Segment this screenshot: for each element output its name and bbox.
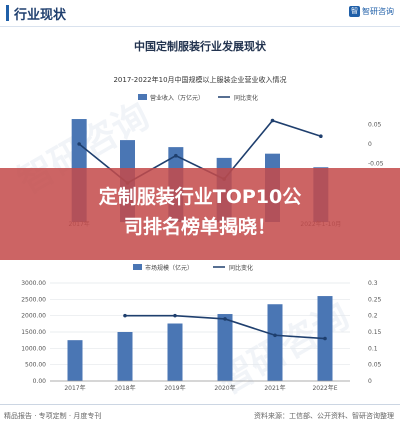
left-axis-tick: 2500.00 <box>21 296 46 303</box>
right-axis-tick: 0.05 <box>368 362 382 369</box>
right-axis-tick: 0 <box>368 141 372 148</box>
right-axis-tick: 0.15 <box>368 329 382 336</box>
header-accent <box>6 5 9 21</box>
left-axis-tick: 1500.00 <box>21 329 46 336</box>
page-title: 行业现状 <box>14 8 67 23</box>
legend-label-revenue: 营业收入（万亿元） <box>150 94 204 102</box>
left-axis-tick: 2000.00 <box>21 313 46 320</box>
legend-label-yoy-2: 同比变化 <box>229 264 253 272</box>
banner-headline: 定制服装行业TOP10公 司排名榜单揭晓！ <box>10 182 390 242</box>
x-tick-label: 2017年 <box>64 384 85 392</box>
left-axis-tick: 3000.00 <box>21 280 46 287</box>
legend-label-yoy: 同比变化 <box>234 94 258 102</box>
bar-market-3 <box>167 323 183 381</box>
footer-left: 精品报告 · 专项定制 · 月度专刊 <box>4 412 102 420</box>
brand-logo-icon: 智 <box>349 6 360 17</box>
right-axis-tick: 0 <box>368 378 372 385</box>
brand: 智智研咨询 <box>349 6 394 17</box>
point-yoy-bottom-5 <box>323 336 327 341</box>
chart-title: 2017-2022年10月中国规模以上服装企业营业收入情况 <box>113 76 287 84</box>
banner-line-1: 定制服装行业TOP10公 <box>98 186 302 208</box>
section-title: 中国定制服装行业发展现状 <box>134 40 266 53</box>
x-tick-label: 2022年E <box>312 384 337 392</box>
legend-label-market: 市场规模（亿元） <box>145 264 193 272</box>
banner-line-2: 司排名榜单揭晓！ <box>123 216 276 238</box>
x-tick-label: 2018年 <box>114 384 135 392</box>
bar-market-2 <box>117 332 133 381</box>
right-axis-tick: 0.05 <box>368 122 382 129</box>
header-bar: 行业现状 智智研咨询 <box>0 0 400 27</box>
x-tick-label: 2020年 <box>214 384 235 392</box>
bar-market-5 <box>267 304 283 381</box>
x-tick-label: 2021年 <box>264 384 285 392</box>
point-yoy-top-5 <box>270 118 275 123</box>
left-axis-tick: 1000.00 <box>21 345 46 352</box>
right-axis-tick: -0.05 <box>368 161 384 168</box>
banner-overlay <box>0 168 400 260</box>
bar-market-4 <box>217 314 233 381</box>
right-axis-tick: 0.3 <box>368 280 378 287</box>
point-yoy-bottom-3 <box>223 317 227 321</box>
bar-market-1 <box>67 340 83 381</box>
legend-swatch-revenue <box>138 94 147 100</box>
point-yoy-top-1 <box>77 142 81 146</box>
point-yoy-bottom-2 <box>173 313 177 318</box>
brand-name: 智研咨询 <box>362 7 394 16</box>
point-yoy-top-3 <box>174 153 178 158</box>
right-axis-tick: 0.25 <box>368 296 382 303</box>
x-tick-label: 2019年 <box>164 384 185 392</box>
point-yoy-bottom-1 <box>123 313 127 318</box>
right-axis-tick: 0.1 <box>368 345 378 352</box>
left-axis-tick: 0.00 <box>33 378 47 385</box>
footer: 精品报告 · 专项定制 · 月度专刊 资料来源：工信部、公开资料、智研咨询整理 <box>0 404 400 432</box>
legend-swatch-market <box>133 264 142 270</box>
point-yoy-top-6 <box>319 134 323 138</box>
footer-source: 资料来源：工信部、公开资料、智研咨询整理 <box>254 412 394 420</box>
left-axis-tick: 500.00 <box>25 362 46 369</box>
point-yoy-bottom-4 <box>273 333 277 338</box>
right-axis-tick: 0.2 <box>368 313 378 320</box>
